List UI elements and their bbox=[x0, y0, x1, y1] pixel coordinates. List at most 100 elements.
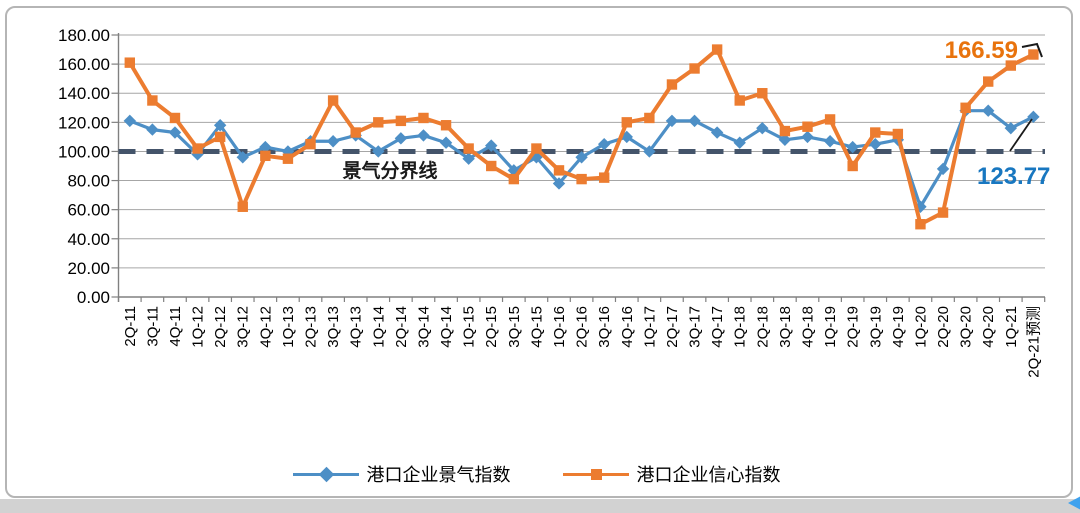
diamond-marker-icon bbox=[1027, 110, 1040, 124]
square-marker-icon bbox=[937, 207, 949, 218]
callout-line-confidence bbox=[1021, 42, 1043, 58]
square-marker-icon bbox=[553, 165, 565, 176]
square-marker-icon bbox=[779, 125, 791, 137]
square-marker-icon bbox=[598, 172, 610, 183]
diamond-marker-icon bbox=[394, 132, 408, 145]
square-marker-icon bbox=[531, 143, 542, 154]
diamond-marker-icon bbox=[191, 148, 204, 161]
x-tick-label: 2Q-11 bbox=[122, 306, 139, 347]
x-tick-label: 3Q-19 bbox=[867, 306, 884, 348]
y-tick-label: 180.00 bbox=[58, 26, 110, 45]
y-tick-label: 20.00 bbox=[67, 259, 110, 278]
x-tick-label: 2Q-14 bbox=[393, 306, 410, 348]
x-tick-label: 1Q-20 bbox=[912, 306, 929, 348]
square-marker-icon bbox=[711, 44, 723, 55]
x-tick-label: 3Q-17 bbox=[687, 306, 704, 348]
square-marker-icon bbox=[1005, 60, 1017, 71]
x-tick-label: 2Q-18 bbox=[754, 306, 771, 348]
x-tick-label: 4Q-13 bbox=[348, 306, 365, 348]
x-tick-label: 1Q-12 bbox=[190, 306, 207, 348]
legend-line-sample bbox=[562, 468, 629, 480]
diamond-marker-icon bbox=[823, 135, 837, 148]
y-tick-label: 100.00 bbox=[58, 142, 110, 161]
square-marker-icon bbox=[282, 153, 294, 164]
diamond-marker-icon bbox=[846, 140, 859, 154]
x-tick-label: 4Q-11 bbox=[167, 306, 184, 347]
diamond-marker-icon bbox=[530, 151, 543, 164]
square-marker-icon bbox=[124, 57, 135, 68]
diamond-marker-icon bbox=[756, 121, 769, 135]
x-tick-label: 2Q-20 bbox=[935, 306, 952, 348]
annotation-prosperity-value: 123.77 bbox=[977, 163, 1050, 190]
diamond-marker-icon bbox=[439, 136, 453, 149]
x-tick-label: 4Q-20 bbox=[980, 306, 997, 348]
square-marker-icon bbox=[418, 112, 429, 124]
diamond-marker-icon bbox=[869, 137, 882, 151]
diamond-marker-icon bbox=[259, 140, 272, 154]
square-marker-icon bbox=[147, 95, 158, 106]
boundary-line-label: 景气分界线 bbox=[342, 159, 437, 182]
x-tick-label: 3Q-20 bbox=[958, 306, 975, 348]
diamond-marker-icon bbox=[710, 126, 724, 139]
square-marker-icon bbox=[305, 138, 316, 150]
square-marker-icon bbox=[824, 114, 836, 125]
y-tick-label: 120.00 bbox=[58, 113, 110, 132]
diamond-marker-icon bbox=[1004, 121, 1018, 135]
y-tick-label: 80.00 bbox=[67, 172, 110, 191]
diamond-marker-icon bbox=[620, 130, 633, 144]
diamond-marker-icon bbox=[552, 177, 566, 190]
diamond-marker-icon bbox=[778, 133, 792, 146]
y-tick-label: 140.00 bbox=[58, 84, 110, 103]
page-bottom-strip bbox=[0, 499, 1080, 513]
diamond-marker-icon bbox=[123, 114, 136, 128]
square-marker-icon bbox=[590, 468, 602, 480]
x-tick-label: 4Q-18 bbox=[799, 306, 816, 348]
x-tick-label: 2Q-19 bbox=[845, 306, 862, 348]
x-tick-label: 3Q-15 bbox=[506, 306, 523, 348]
square-marker-icon bbox=[802, 121, 813, 132]
diamond-marker-icon bbox=[168, 126, 182, 139]
square-marker-icon bbox=[237, 201, 248, 212]
square-marker-icon bbox=[395, 115, 407, 127]
x-tick-label: 4Q-15 bbox=[528, 306, 545, 348]
diamond-marker-icon bbox=[326, 135, 340, 148]
square-marker-icon bbox=[689, 63, 700, 74]
square-marker-icon bbox=[734, 95, 745, 106]
square-marker-icon bbox=[327, 95, 339, 106]
diamond-marker-icon bbox=[643, 145, 656, 158]
legend-line-sample bbox=[292, 466, 359, 482]
x-tick-label: 2Q-15 bbox=[483, 306, 500, 348]
legend-item-prosperity: 港口企业景气指数 bbox=[292, 461, 511, 487]
chart-legend: 港口企业景气指数 港口企业信心指数 bbox=[0, 461, 1073, 487]
square-marker-icon bbox=[350, 127, 361, 138]
square-marker-icon bbox=[666, 79, 678, 90]
square-marker-icon bbox=[960, 102, 971, 113]
square-marker-icon bbox=[440, 120, 452, 131]
x-tick-label: 4Q-16 bbox=[619, 306, 636, 348]
legend-label-prosperity: 港口企业景气指数 bbox=[366, 465, 511, 485]
x-tick-label: 2Q-17 bbox=[664, 306, 681, 348]
y-tick-label: 40.00 bbox=[67, 230, 110, 249]
diamond-marker-icon bbox=[914, 200, 927, 213]
square-marker-icon bbox=[1028, 49, 1039, 60]
x-tick-label: 1Q-19 bbox=[822, 306, 839, 348]
diamond-marker-icon bbox=[597, 137, 611, 151]
diamond-marker-icon bbox=[688, 114, 701, 128]
square-marker-icon bbox=[486, 160, 497, 172]
x-tick-label: 3Q-11 bbox=[144, 306, 161, 347]
diamond-marker-icon bbox=[462, 152, 475, 165]
square-marker-icon bbox=[214, 131, 226, 143]
x-tick-label: 4Q-12 bbox=[257, 306, 274, 348]
x-tick-label: 4Q-19 bbox=[890, 306, 907, 348]
square-marker-icon bbox=[757, 88, 768, 99]
diamond-marker-icon bbox=[982, 104, 995, 117]
diamond-marker-icon bbox=[575, 151, 588, 164]
x-tick-label: 4Q-17 bbox=[709, 306, 726, 348]
square-marker-icon bbox=[463, 143, 474, 154]
diamond-marker-icon bbox=[485, 139, 498, 152]
diamond-marker-icon bbox=[417, 129, 430, 142]
x-tick-label: 1Q-16 bbox=[551, 306, 568, 348]
x-tick-label: 3Q-14 bbox=[415, 306, 432, 348]
y-tick-label: 0.00 bbox=[77, 288, 110, 307]
